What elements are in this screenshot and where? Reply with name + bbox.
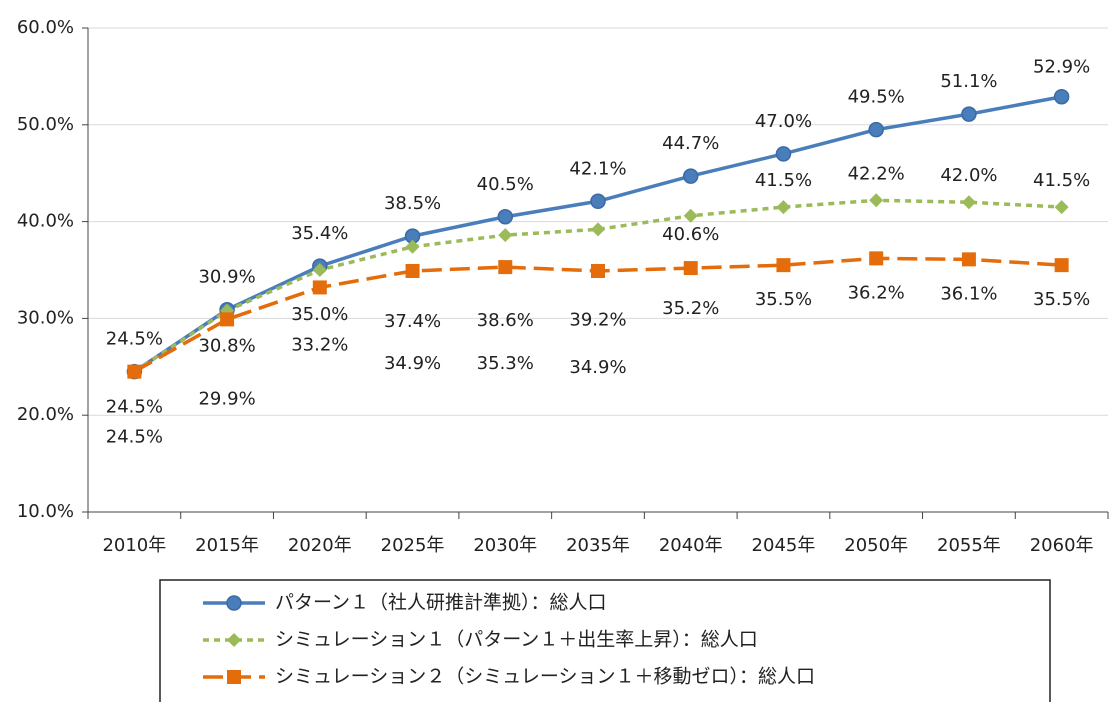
point	[961, 106, 977, 122]
x-tick-label: 2040年	[659, 535, 723, 556]
point	[591, 263, 605, 278]
value-label: 42.1%	[569, 158, 626, 179]
legend-label: パターン１（社人研推計準拠）：総人口	[275, 592, 607, 614]
x-tick-label: 2010年	[102, 535, 166, 556]
value-label: 33.2%	[291, 334, 348, 355]
legend-box	[159, 579, 1051, 702]
value-label: 40.5%	[477, 174, 534, 195]
point	[775, 146, 792, 162]
value-label: 49.5%	[848, 87, 905, 108]
y-tick-label: 30.0%	[17, 307, 74, 328]
value-label: 42.2%	[848, 163, 905, 184]
value-label: 52.9%	[1033, 57, 1090, 78]
value-label: 34.9%	[569, 357, 626, 378]
value-label: 35.5%	[1033, 289, 1090, 310]
value-label: 40.6%	[662, 224, 719, 245]
point	[776, 200, 791, 215]
x-tick-label: 2060年	[1030, 535, 1094, 556]
y-tick-label: 20.0%	[17, 404, 74, 425]
y-tick-label: 10.0%	[17, 501, 74, 522]
value-label: 35.5%	[755, 289, 812, 310]
legend-marker	[227, 670, 241, 684]
point	[405, 239, 420, 254]
point	[497, 209, 514, 225]
value-label: 41.5%	[755, 170, 812, 191]
point	[127, 364, 142, 379]
value-label: 44.7%	[662, 133, 719, 154]
x-tick-label: 2020年	[288, 535, 352, 556]
point	[1053, 88, 1070, 105]
point	[498, 228, 513, 243]
value-label: 34.9%	[384, 353, 441, 374]
point	[590, 193, 606, 210]
value-label: 47.0%	[755, 111, 812, 132]
y-tick-label: 50.0%	[17, 114, 74, 135]
value-label: 24.5%	[106, 427, 163, 448]
value-label: 29.9%	[198, 388, 255, 409]
x-tick-label: 2045年	[752, 535, 816, 556]
value-label: 30.9%	[198, 267, 255, 288]
value-label: 30.8%	[198, 336, 255, 357]
point	[1054, 200, 1069, 215]
legend-label: シミュレーション２（シミュレーション１＋移動ゼロ）：総人口	[275, 666, 815, 688]
point	[220, 312, 235, 327]
legend-marker	[227, 633, 241, 647]
point	[869, 251, 884, 266]
point	[869, 193, 884, 208]
value-label: 51.1%	[940, 71, 997, 92]
x-tick-label: 2035年	[566, 535, 630, 556]
value-label: 24.5%	[106, 329, 163, 350]
point	[312, 280, 327, 295]
legend-marker	[226, 595, 242, 611]
series-line	[133, 198, 1062, 374]
x-tick-label: 2025年	[381, 535, 445, 556]
point	[405, 263, 420, 278]
value-label: 24.5%	[106, 397, 163, 418]
value-label: 35.2%	[662, 298, 719, 319]
value-label: 36.2%	[848, 282, 905, 303]
point	[961, 195, 976, 210]
point	[591, 222, 605, 237]
point	[498, 260, 513, 275]
value-label: 39.2%	[569, 309, 626, 330]
y-tick-label: 40.0%	[17, 211, 74, 232]
point	[683, 208, 698, 223]
value-label: 38.6%	[477, 310, 534, 331]
x-tick-label: 2030年	[473, 535, 537, 556]
x-tick-label: 2015年	[195, 535, 259, 556]
legend-label: シミュレーション１（パターン１＋出生率上昇）：総人口	[275, 629, 758, 651]
value-label: 37.4%	[384, 311, 441, 332]
value-label: 42.0%	[940, 165, 997, 186]
point	[1054, 258, 1069, 273]
value-label: 36.1%	[940, 283, 997, 304]
x-tick-label: 2050年	[844, 535, 908, 556]
point	[312, 263, 327, 277]
point	[868, 121, 884, 138]
x-tick-label: 2055年	[937, 535, 1001, 556]
point	[682, 168, 699, 184]
point	[683, 261, 698, 276]
value-label: 38.5%	[384, 193, 441, 214]
value-label: 35.0%	[291, 304, 348, 325]
point	[961, 252, 976, 267]
value-label: 41.5%	[1033, 170, 1090, 191]
value-label: 35.3%	[477, 353, 534, 374]
value-label: 35.4%	[291, 223, 348, 244]
y-tick-label: 60.0%	[17, 17, 74, 38]
point	[776, 258, 791, 273]
